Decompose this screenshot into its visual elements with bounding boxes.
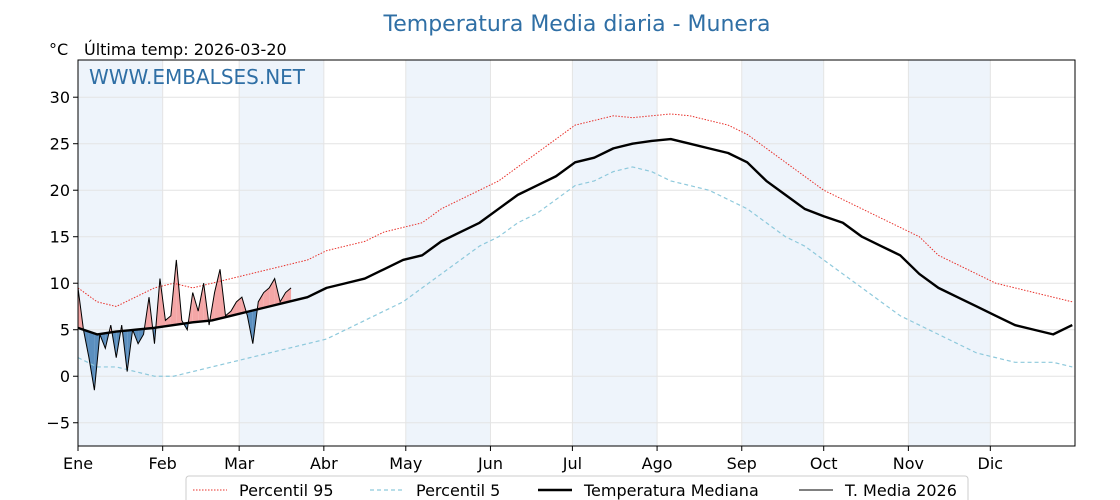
- month-band: [78, 60, 163, 446]
- series-lines: [77, 113, 1073, 391]
- x-tick-label: Dic: [978, 454, 1004, 473]
- month-band: [908, 60, 991, 446]
- above-median-fill: [269, 278, 275, 307]
- x-tick-label: Feb: [149, 454, 177, 473]
- legend: Percentil 95 Percentil 5 Temperatura Media…: [185, 475, 969, 500]
- x-tick-label: Sep: [727, 454, 757, 473]
- legend-label: T. Media 2026: [844, 481, 957, 500]
- last-temp-label: Última temp: 2026-03-20: [84, 40, 287, 59]
- unit-label: °C: [49, 40, 68, 59]
- y-axis: −5 0 5 10 15 20 25 30: [46, 88, 78, 433]
- y-tick-label: 0: [60, 367, 70, 386]
- plot-frame: [77, 59, 1076, 447]
- legend-label: Percentil 5: [416, 481, 500, 500]
- legend-label: Temperatura Mediana: [583, 481, 759, 500]
- month-band: [741, 60, 824, 446]
- above-median-fill: [165, 315, 171, 327]
- watermark: WWW.EMBALSES.NET: [89, 65, 306, 89]
- grid-lines: [77, 60, 1075, 446]
- y-tick-label: 5: [60, 321, 70, 340]
- month-bands: [78, 60, 991, 446]
- y-tick-label: 15: [50, 228, 70, 247]
- series-t-media-2026: [77, 259, 292, 391]
- above-median-fill: [258, 292, 264, 310]
- legend-box: [185, 475, 969, 500]
- above-median-fill: [198, 283, 204, 322]
- x-tick-label: Abr: [310, 454, 338, 473]
- below-median-fill: [88, 331, 95, 391]
- x-tick-label: Jun: [477, 454, 503, 473]
- x-tick-label: May: [389, 454, 422, 473]
- x-tick-label: Oct: [810, 454, 838, 473]
- series-percentil-5: [77, 166, 1073, 377]
- legend-label: Percentil 95: [239, 481, 334, 500]
- y-tick-label: −5: [46, 414, 70, 433]
- above-median-fill: [214, 269, 221, 320]
- month-band: [405, 60, 491, 446]
- x-axis: Ene Feb Mar Abr May Jun Jul Ago Sep Oct Nov Dic: [63, 446, 1003, 473]
- y-tick-label: 20: [50, 181, 70, 200]
- series-temperatura-mediana: [77, 137, 1073, 336]
- month-band: [239, 60, 324, 446]
- above-median-fill: [230, 301, 237, 316]
- x-tick-label: Nov: [893, 454, 924, 473]
- below-median-fill: [138, 328, 144, 344]
- x-tick-label: Ago: [642, 454, 673, 473]
- above-median-fill: [192, 292, 199, 323]
- month-band: [572, 60, 658, 446]
- y-tick-label: 25: [50, 135, 70, 154]
- above-median-fill: [263, 287, 270, 308]
- chart-title: Temperatura Media diaria - Munera: [383, 12, 771, 37]
- y-tick-label: 10: [50, 274, 70, 293]
- x-tick-label: Mar: [224, 454, 255, 473]
- above-median-fill: [236, 297, 242, 315]
- x-tick-label: Jul: [562, 454, 582, 473]
- x-tick-label: Ene: [63, 454, 93, 473]
- series-percentil-95: [77, 113, 1073, 308]
- y-tick-label: 30: [50, 88, 70, 107]
